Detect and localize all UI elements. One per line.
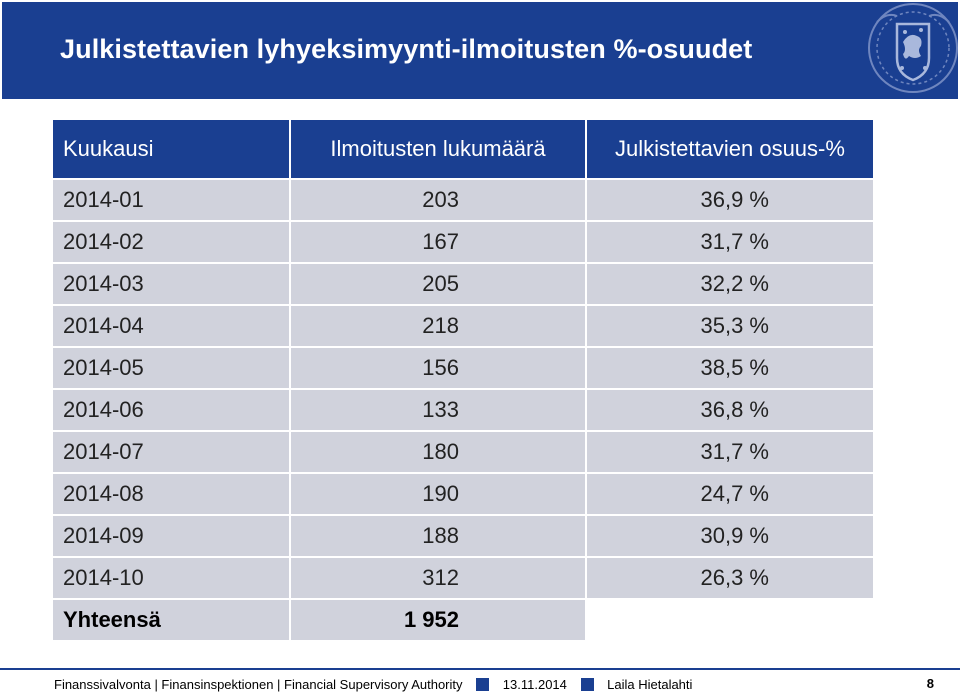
total-count: 1 952 [291,600,587,642]
share-cell: 38,5 % [587,348,875,390]
count-cell: 218 [291,306,587,348]
footer-date: 13.11.2014 [502,677,567,693]
slide-footer: Finanssivalvonta | Finansinspektionen | … [54,676,934,694]
share-cell: 31,7 % [587,222,875,264]
column-header-share: Julkistettavien osuus-% [587,120,875,180]
table-total-row: Yhteensä 1 952 [53,600,875,642]
column-header-count: Ilmoitusten lukumäärä [291,120,587,180]
column-header-month: Kuukausi [53,120,291,180]
share-cell: 32,2 % [587,264,875,306]
share-cell: 26,3 % [587,558,875,600]
share-cell: 30,9 % [587,516,875,558]
month-cell: 2014-02 [53,222,291,264]
share-cell: 36,9 % [587,180,875,222]
slide-header: Julkistettavien lyhyeksimyynti-ilmoitust… [2,2,958,99]
table-row: 2014-10 312 26,3 % [53,558,875,600]
table-row: 2014-09 188 30,9 % [53,516,875,558]
share-cell: 35,3 % [587,306,875,348]
count-cell: 180 [291,432,587,474]
total-share-empty [587,600,875,642]
count-cell: 133 [291,390,587,432]
count-cell: 190 [291,474,587,516]
table-row: 2014-07 180 31,7 % [53,432,875,474]
table-row: 2014-03 205 32,2 % [53,264,875,306]
table-row: 2014-05 156 38,5 % [53,348,875,390]
footer-organization: Finanssivalvonta | Finansinspektionen | … [54,677,463,693]
table-row: 2014-08 190 24,7 % [53,474,875,516]
month-cell: 2014-10 [53,558,291,600]
month-cell: 2014-07 [53,432,291,474]
count-cell: 205 [291,264,587,306]
finnish-lion-coat-of-arms-icon [868,3,958,93]
footer-divider [0,668,960,670]
share-cell: 31,7 % [587,432,875,474]
share-cell: 24,7 % [587,474,875,516]
count-cell: 312 [291,558,587,600]
short-selling-table: Kuukausi Ilmoitusten lukumäärä Julkistet… [53,120,875,642]
month-cell: 2014-04 [53,306,291,348]
month-cell: 2014-09 [53,516,291,558]
count-cell: 167 [291,222,587,264]
month-cell: 2014-06 [53,390,291,432]
page-number: 8 [926,676,934,691]
table-row: 2014-04 218 35,3 % [53,306,875,348]
table-header-row: Kuukausi Ilmoitusten lukumäärä Julkistet… [53,120,875,180]
count-cell: 203 [291,180,587,222]
month-cell: 2014-08 [53,474,291,516]
table-row: 2014-01 203 36,9 % [53,180,875,222]
footer-author: Laila Hietalahti [607,677,693,693]
table-row: 2014-06 133 36,8 % [53,390,875,432]
month-cell: 2014-03 [53,264,291,306]
square-bullet-icon [476,678,490,692]
month-cell: 2014-01 [53,180,291,222]
share-cell: 36,8 % [587,390,875,432]
month-cell: 2014-05 [53,348,291,390]
table-row: 2014-02 167 31,7 % [53,222,875,264]
slide-title: Julkistettavien lyhyeksimyynti-ilmoitust… [60,34,753,64]
total-label: Yhteensä [53,600,291,642]
count-cell: 188 [291,516,587,558]
count-cell: 156 [291,348,587,390]
square-bullet-icon [580,678,594,692]
